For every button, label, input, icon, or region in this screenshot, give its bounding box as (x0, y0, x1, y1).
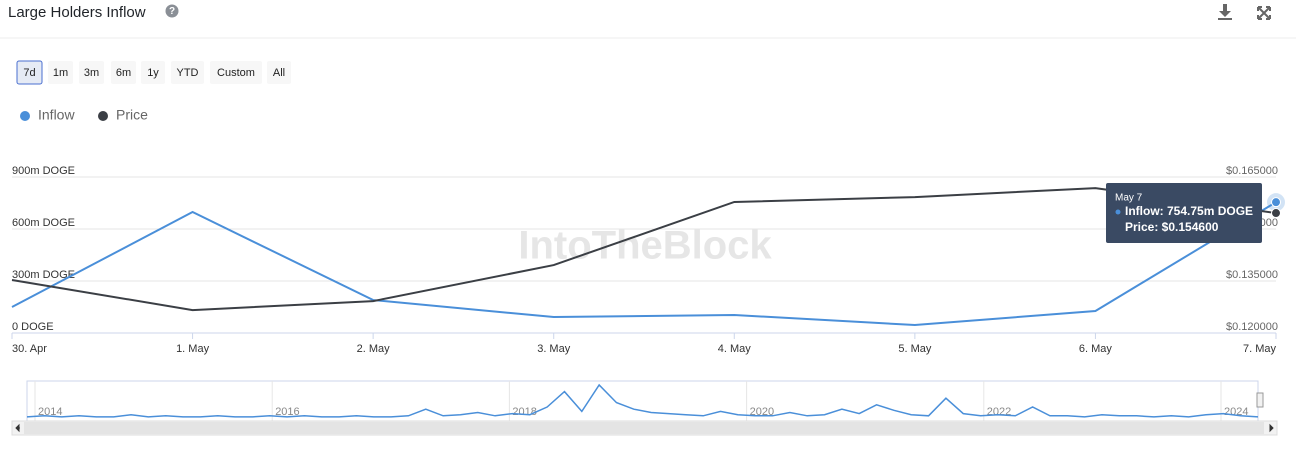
y-tick-label: 0 DOGE (12, 321, 54, 333)
x-tick-label: 4. May (718, 343, 752, 355)
hover-point (1271, 197, 1281, 208)
navigator-label: 2022 (987, 406, 1011, 418)
y2-tick-label: $0.120000 (1226, 321, 1278, 333)
navigator-label: 2018 (512, 406, 536, 418)
range-label[interactable]: 3m (84, 67, 99, 79)
download-icon[interactable] (1218, 4, 1232, 20)
range-button[interactable] (111, 61, 136, 84)
range-button[interactable] (267, 61, 291, 84)
navigator-label: 2020 (750, 406, 774, 418)
range-button[interactable] (16, 60, 43, 85)
navigator-frame (26, 380, 1259, 422)
y-tick-label: 900m DOGE (12, 165, 75, 177)
y-tick-label: 600m DOGE (12, 217, 75, 229)
fullscreen-icon[interactable] (1257, 6, 1271, 20)
x-tick-label: 5. May (898, 343, 932, 355)
help-icon[interactable]: ? (165, 4, 179, 18)
watermark: IntoTheBlock (518, 224, 772, 268)
title: Large Holders Inflow (8, 4, 146, 21)
x-tick-label: 2. May (357, 343, 391, 355)
y2-tick-label: $0.165000 (1226, 165, 1278, 177)
tooltip-line: Inflow: 754.75m DOGE (1125, 204, 1253, 218)
range-label[interactable]: All (273, 67, 285, 79)
tooltip-line: Price: $0.154600 (1125, 220, 1219, 234)
x-tick-label: 1. May (176, 343, 210, 355)
range-button[interactable] (171, 61, 204, 84)
legend-label[interactable]: Inflow (38, 107, 75, 123)
series-line (11, 187, 1277, 312)
legend-dot[interactable] (20, 111, 30, 121)
x-tick-label: 6. May (1079, 343, 1113, 355)
x-tick-label: 30. Apr (12, 343, 47, 355)
hover-point (1271, 208, 1281, 219)
navigator-line (26, 383, 1259, 418)
x-tick-label: 3. May (537, 343, 571, 355)
scrollbar[interactable] (11, 420, 1278, 436)
range-label[interactable]: 1y (147, 67, 159, 79)
range-button[interactable] (79, 61, 104, 84)
legend-dot[interactable] (98, 111, 108, 121)
range-label[interactable]: 7d (23, 67, 35, 79)
range-label[interactable]: YTD (177, 67, 199, 79)
range-label[interactable]: Custom (217, 67, 255, 79)
range-label[interactable]: 6m (116, 67, 131, 79)
series-line (11, 201, 1277, 327)
navigator-label: 2016 (275, 406, 299, 418)
range-button[interactable] (210, 61, 262, 84)
y2-tick-label: $0.135000 (1226, 269, 1278, 281)
tooltip-title: May 7 (1115, 193, 1143, 204)
x-tick-label: 7. May (1243, 343, 1277, 355)
tooltip-dot (1115, 209, 1121, 215)
y-tick-label: 300m DOGE (12, 269, 75, 281)
tooltip (1106, 183, 1262, 243)
navigator-handle[interactable] (1256, 392, 1264, 408)
range-button[interactable] (141, 61, 165, 84)
svg-text:?: ? (169, 6, 175, 17)
range-button[interactable] (48, 61, 73, 84)
navigator-label: 2014 (38, 406, 62, 418)
range-label[interactable]: 1m (53, 67, 68, 79)
legend-label[interactable]: Price (116, 107, 148, 123)
